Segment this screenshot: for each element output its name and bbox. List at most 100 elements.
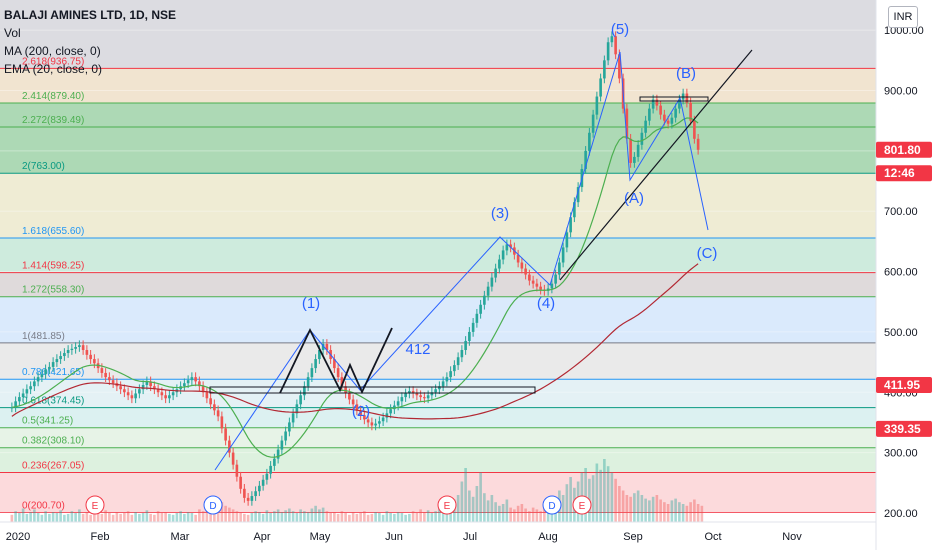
event-marker[interactable] (437, 495, 457, 515)
volume-bar (655, 495, 659, 522)
volume-bar (78, 509, 81, 522)
volume-bar (175, 513, 179, 522)
volume-bar (610, 472, 614, 522)
candle-body (456, 357, 460, 366)
currency-button[interactable]: INR (888, 6, 918, 28)
candle-body (385, 413, 389, 418)
volume-bar (348, 514, 351, 522)
volume-bar (633, 493, 636, 522)
symbol-title[interactable]: BALAJI AMINES LTD, 1D, NSE (4, 8, 177, 22)
candle-body (588, 132, 591, 151)
volume-bar (464, 468, 467, 522)
event-marker[interactable] (203, 495, 223, 515)
wave-label: (C) (697, 245, 718, 262)
candle-body (276, 449, 280, 459)
price-badge[interactable] (876, 141, 932, 158)
volume-bar (670, 500, 674, 522)
candle-body (550, 283, 554, 289)
volume-bar (535, 509, 539, 522)
volume-bar (44, 511, 47, 522)
price-badge-text: 411.95 (884, 378, 920, 392)
volume-bar (599, 469, 602, 522)
candle-body (81, 345, 85, 351)
fib-zone (0, 68, 876, 103)
candle-body (194, 377, 197, 382)
candle-body (419, 395, 422, 398)
candle-body (190, 377, 194, 381)
price-badge[interactable] (876, 420, 932, 437)
candle-body (36, 377, 40, 382)
volume-bar (18, 513, 21, 522)
volume-bar (693, 499, 696, 522)
event-marker[interactable] (572, 495, 592, 515)
candle-body (449, 371, 452, 378)
candle-body (674, 108, 677, 118)
candle-body (318, 350, 321, 360)
volume-bar (584, 468, 587, 522)
candle-body (18, 397, 21, 402)
candle-body (130, 395, 134, 399)
candle-body (363, 415, 366, 420)
volume-bar (636, 490, 640, 522)
fib-level-label: 1(481.85) (22, 331, 65, 342)
price-badge[interactable] (876, 377, 932, 394)
candle-body (280, 440, 284, 450)
candle-body (25, 389, 29, 394)
candle-body (359, 410, 362, 416)
candle-body (441, 381, 445, 387)
volume-bar (153, 514, 156, 522)
volume-bar (235, 511, 239, 522)
candle-body (531, 280, 535, 284)
volume-bar (111, 514, 115, 522)
price-badge[interactable] (876, 165, 932, 182)
candle-body (216, 410, 220, 417)
candle-body (224, 428, 227, 441)
volume-bar (494, 502, 497, 522)
volume-bar (81, 513, 85, 522)
candle-body (524, 268, 527, 275)
candle-body (78, 345, 81, 347)
volume-indicator-label[interactable]: Vol (4, 26, 21, 40)
candle-body (344, 386, 347, 394)
volume-bar (528, 511, 531, 522)
candle-body (111, 380, 115, 384)
fib-zone (0, 127, 876, 174)
volume-bar (243, 513, 246, 522)
volume-bar (231, 509, 235, 522)
volume-bar (276, 509, 280, 522)
fib-zone (0, 272, 876, 297)
volume-bar (130, 514, 134, 522)
candle-body (610, 36, 614, 43)
event-marker[interactable] (85, 495, 105, 515)
event-marker[interactable] (542, 495, 562, 515)
wave-label: (B) (676, 65, 696, 82)
volume-bar (509, 507, 512, 522)
volume-bar (198, 509, 201, 522)
candle-body (186, 380, 190, 384)
candle-body (426, 395, 430, 399)
candle-body (258, 485, 261, 492)
volume-bar (250, 513, 254, 522)
candle-body (201, 386, 205, 393)
time-tick-label: May (310, 531, 331, 543)
candle-body (348, 393, 351, 400)
candle-body (438, 386, 441, 390)
candle-body (310, 368, 314, 378)
price-tick-label: 900.00 (884, 86, 918, 98)
fib-level-label: 0(200.70) (22, 501, 65, 512)
candle-body (554, 274, 557, 284)
volume-bar (516, 505, 520, 522)
volume-bar (445, 509, 449, 522)
ema-indicator-label[interactable]: EMA (20, close, 0) (4, 62, 103, 76)
candle-body (366, 419, 370, 423)
volume-bar (183, 513, 186, 522)
ma-indicator-label[interactable]: MA (200, close, 0) (4, 44, 101, 58)
volume-bar (213, 508, 216, 522)
volume-bar (565, 484, 569, 522)
candle-body (126, 392, 130, 396)
volume-bar (351, 512, 355, 522)
candle-body (464, 340, 467, 351)
volume-bar (385, 511, 389, 522)
